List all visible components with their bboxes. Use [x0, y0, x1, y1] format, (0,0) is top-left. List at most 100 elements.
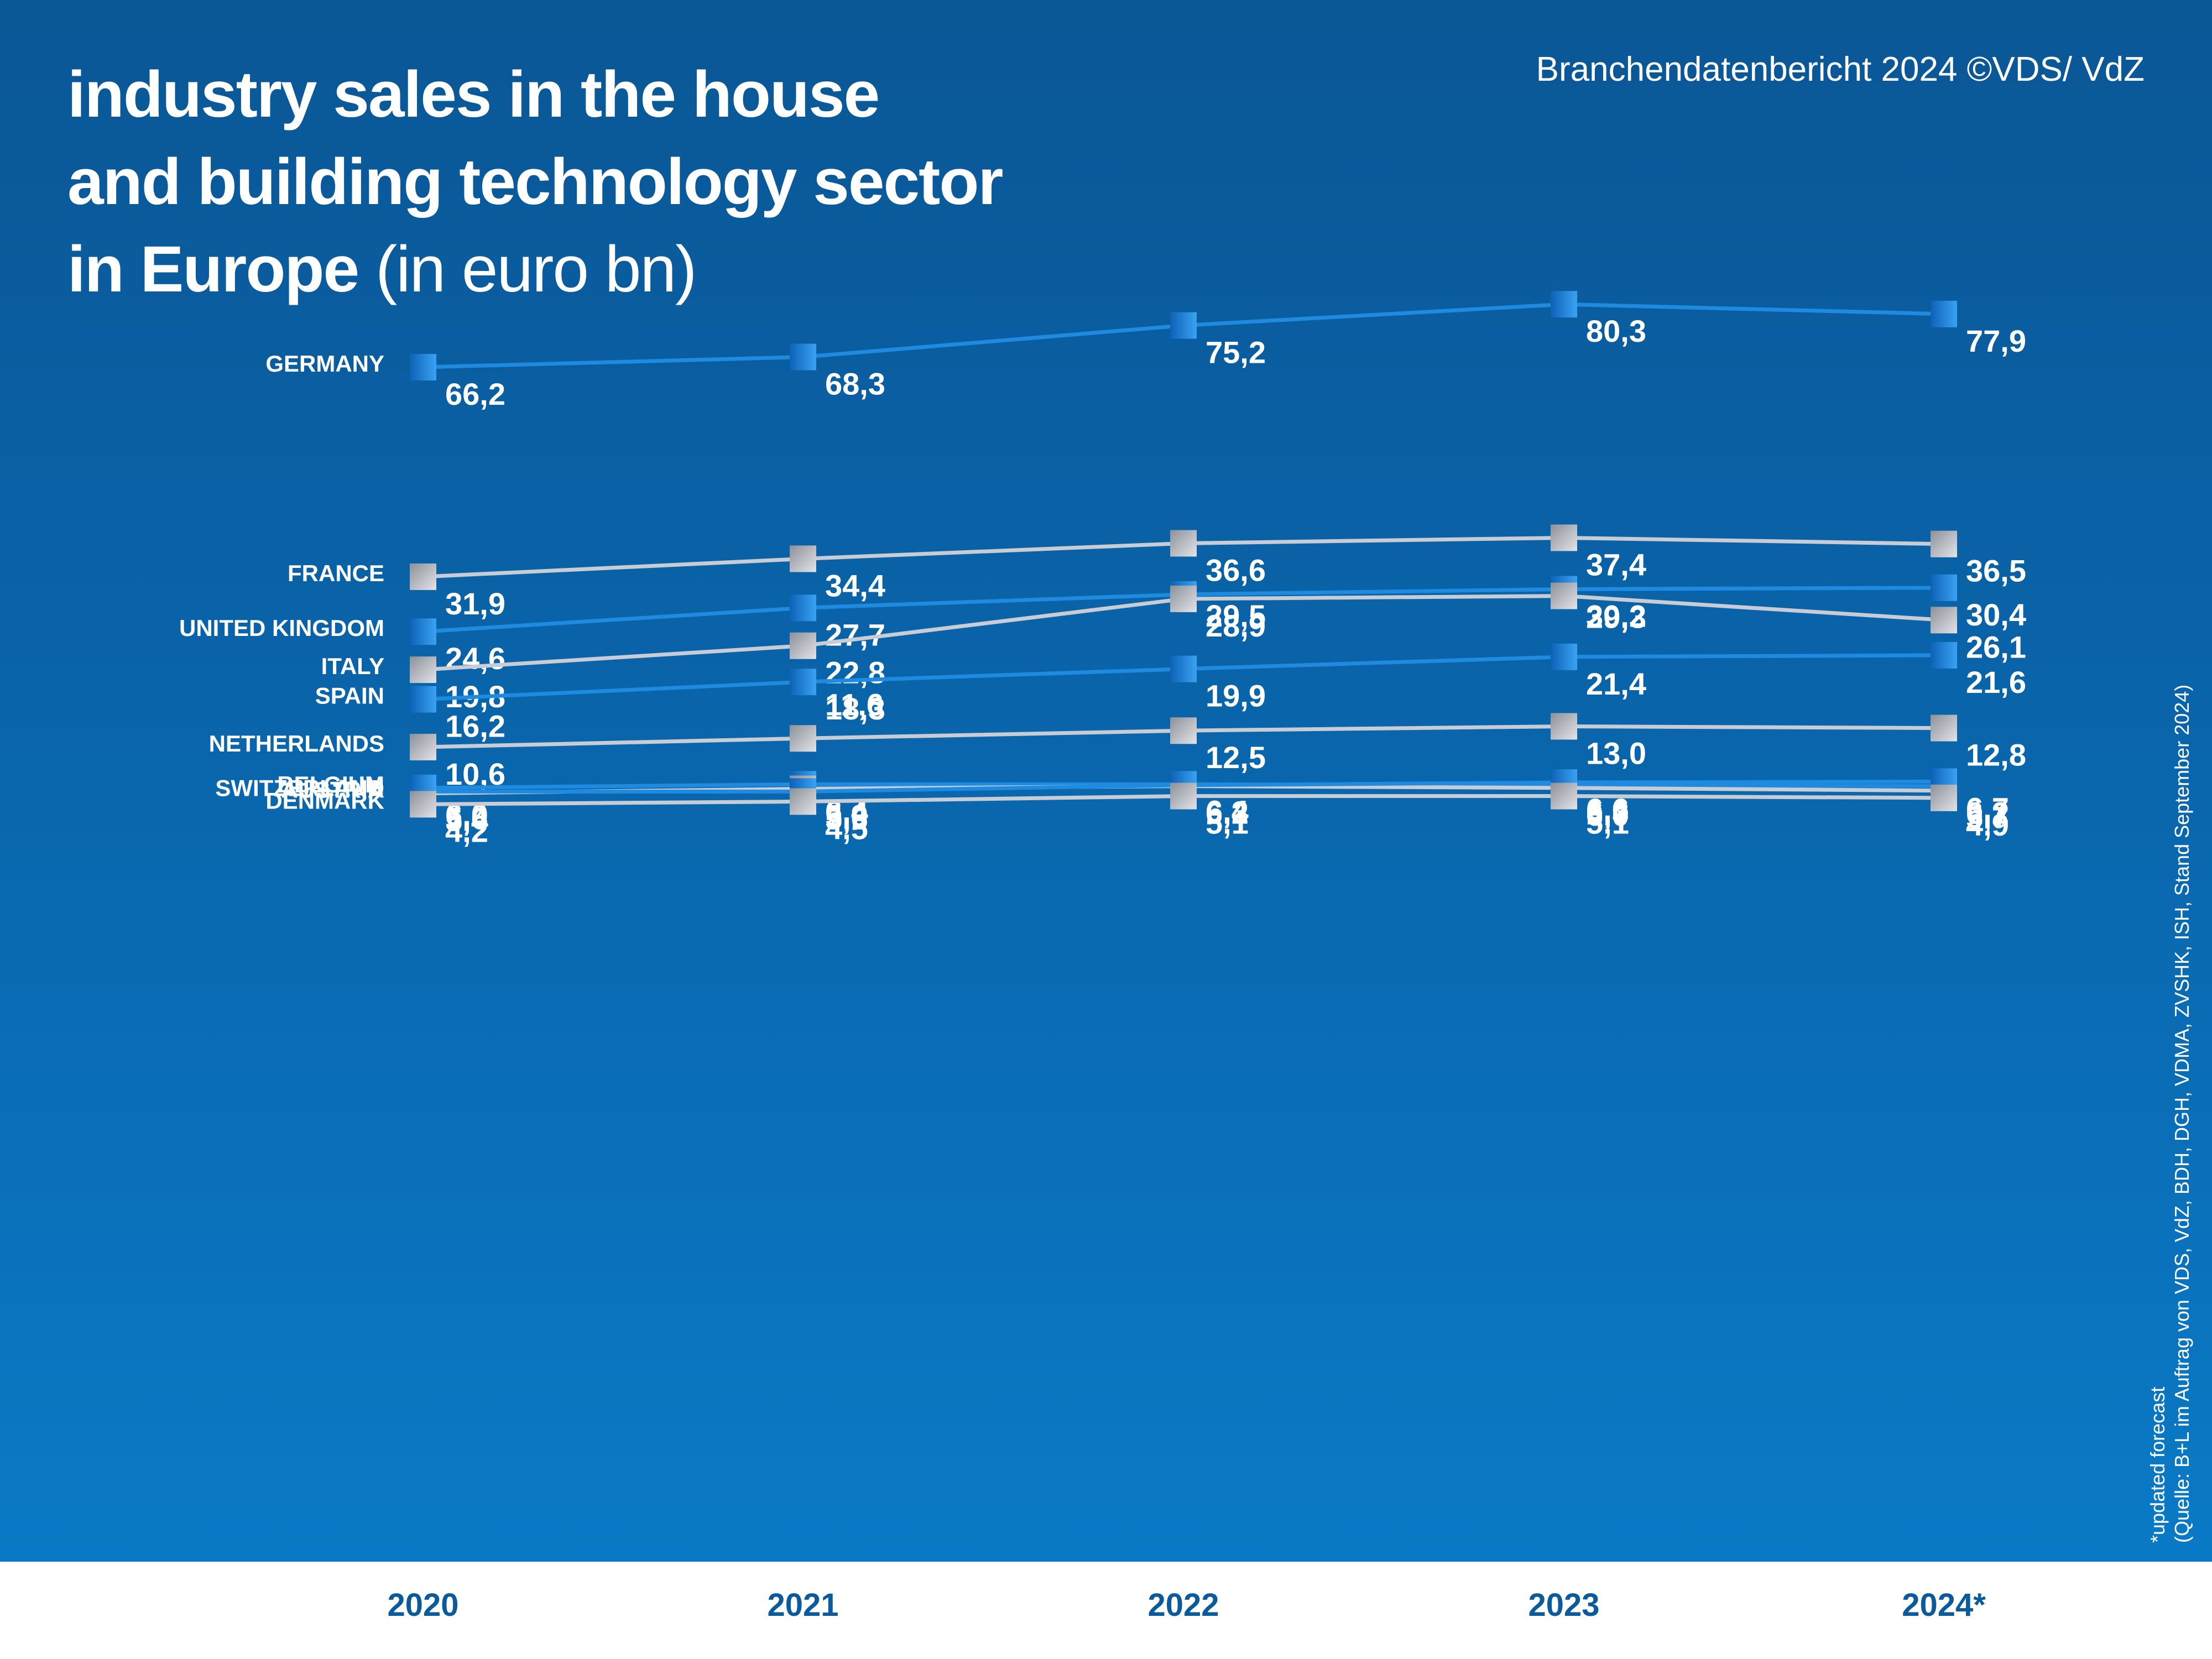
value-label-spain-2: 19,9 — [1206, 679, 1266, 713]
value-label-netherlands-1: 11,6 — [825, 687, 884, 722]
value-label-switzerland-2: 6,3 — [1206, 795, 1249, 830]
data-point-spain-4 — [1931, 641, 1957, 669]
title-line-3-bold: in Europe — [67, 233, 359, 306]
data-point-denmark-1 — [790, 788, 816, 815]
data-point-denmark-2 — [1170, 782, 1197, 810]
title-line-2: and building technology sector — [67, 145, 1003, 218]
country-label-france: FRANCE — [288, 560, 384, 586]
value-label-belgium-4: 6,2 — [1966, 796, 2009, 831]
data-point-netherlands-0 — [410, 733, 436, 760]
value-label-netherlands-2: 12,5 — [1206, 740, 1266, 775]
value-label-france-1: 34,4 — [825, 568, 885, 603]
data-point-denmark-0 — [410, 791, 436, 818]
value-label-denmark-0: 4,2 — [445, 813, 488, 848]
data-point-italy-0 — [410, 656, 436, 684]
value-label-denmark-3: 5,1 — [1586, 806, 1629, 841]
country-label-germany: GERMANY — [265, 351, 384, 377]
value-label-italy-3: 29,3 — [1586, 600, 1646, 635]
year-label-2: 2022 — [1147, 1587, 1219, 1623]
data-point-france-0 — [410, 563, 436, 590]
data-point-italy-4 — [1931, 607, 1957, 634]
value-label-netherlands-3: 13,0 — [1586, 735, 1646, 770]
value-label-denmark-4: 4,9 — [1966, 807, 2009, 842]
country-label-austria: AUSTRIA — [281, 777, 384, 803]
data-point-netherlands-2 — [1170, 717, 1197, 744]
data-point-france-1 — [790, 545, 816, 572]
value-label-united-kingdom-2: 29,5 — [1206, 598, 1266, 633]
x-axis: 2020 2021 2022 2023 2024* — [387, 1587, 1986, 1623]
data-point-netherlands-4 — [1931, 714, 1957, 742]
value-label-denmark-2: 5,1 — [1206, 806, 1249, 841]
source-credit: Branchendatenbericht 2024 ©VDS/ VdZ — [1536, 50, 2145, 88]
value-label-austria-0: 5,4 — [445, 803, 488, 838]
value-label-switzerland-1: 5,6 — [825, 801, 868, 836]
series-united-kingdom: 24,6 27,7 29,5 30,2 30,4 UNITED KINGDOM — [179, 574, 2026, 676]
data-point-denmark-3 — [1551, 782, 1577, 810]
value-label-italy-2: 28,9 — [1206, 608, 1266, 643]
data-point-germany-4 — [1931, 300, 1957, 327]
data-point-germany-0 — [410, 354, 436, 381]
data-point-italy-1 — [790, 632, 816, 659]
title-line-1: industry sales in the house — [67, 58, 880, 131]
data-point-france-3 — [1551, 524, 1577, 551]
title-line-3-unit: (in euro bn) — [375, 233, 697, 306]
data-point-spain-1 — [790, 669, 816, 696]
data-point-france-2 — [1170, 530, 1197, 557]
value-label-germany-3: 80,3 — [1586, 314, 1646, 348]
value-label-belgium-3: 6,3 — [1586, 795, 1629, 830]
data-point-germany-3 — [1551, 291, 1577, 318]
country-label-spain: SPAIN — [315, 683, 384, 709]
country-label-united-kingdom: UNITED KINGDOM — [179, 615, 384, 641]
value-label-united-kingdom-0: 24,6 — [445, 641, 505, 676]
value-label-united-kingdom-3: 30,2 — [1586, 598, 1646, 633]
value-label-united-kingdom-4: 30,4 — [1966, 597, 2026, 632]
country-label-netherlands: NETHERLANDS — [209, 731, 384, 757]
data-point-netherlands-1 — [790, 725, 816, 752]
value-label-france-3: 37,4 — [1586, 547, 1646, 582]
data-point-denmark-4 — [1931, 784, 1957, 811]
data-point-italy-2 — [1170, 585, 1197, 612]
data-point-spain-3 — [1551, 643, 1577, 670]
value-label-spain-1: 18,3 — [825, 691, 885, 726]
data-point-germany-1 — [790, 343, 816, 371]
series-spain: 16,2 18,3 19,9 21,4 21,6 SPAIN — [315, 641, 2026, 744]
country-label-italy: ITALY — [321, 653, 384, 679]
value-label-spain-3: 21,4 — [1586, 666, 1646, 701]
data-point-netherlands-3 — [1551, 713, 1577, 740]
value-label-germany-1: 68,3 — [825, 367, 885, 401]
value-label-united-kingdom-1: 27,7 — [825, 617, 885, 652]
year-label-3: 2023 — [1528, 1587, 1599, 1623]
value-label-france-2: 36,6 — [1206, 552, 1266, 587]
series-france: 31,9 34,4 36,6 37,4 36,5 FRANCE — [288, 524, 2026, 621]
value-label-netherlands-4: 12,8 — [1966, 738, 2026, 773]
value-label-france-0: 31,9 — [445, 586, 505, 621]
chart-title: industry sales in the house and building… — [67, 51, 1003, 313]
data-point-united-kingdom-4 — [1931, 574, 1957, 601]
data-point-united-kingdom-1 — [790, 594, 816, 622]
value-label-italy-4: 26,1 — [1966, 629, 2026, 664]
country-label-switzerland: SWITZERLAND — [215, 775, 384, 801]
series-germany: 66,2 68,3 75,2 80,3 77,9 GERMANY — [265, 291, 2026, 411]
value-label-austria-3: 6,0 — [1586, 797, 1629, 832]
value-label-france-4: 36,5 — [1966, 554, 2026, 588]
value-label-switzerland-0: 5,6 — [445, 801, 488, 836]
country-label-belgium: BELGIUM — [277, 771, 384, 797]
value-label-germany-4: 77,9 — [1966, 324, 2026, 358]
value-label-switzerland-4: 6,7 — [1966, 791, 2009, 826]
value-label-austria-1: 5,9 — [825, 798, 868, 833]
year-label-1: 2021 — [767, 1587, 838, 1623]
value-label-germany-0: 66,2 — [445, 377, 505, 411]
data-point-spain-2 — [1170, 655, 1197, 682]
data-point-spain-0 — [410, 686, 436, 713]
value-label-belgium-2: 6,4 — [1206, 794, 1249, 828]
value-label-austria-4: 5,7 — [1966, 800, 2009, 835]
data-point-france-4 — [1931, 530, 1957, 557]
value-label-germany-2: 75,2 — [1206, 335, 1266, 370]
data-point-germany-2 — [1170, 312, 1197, 339]
data-point-united-kingdom-0 — [410, 618, 436, 645]
